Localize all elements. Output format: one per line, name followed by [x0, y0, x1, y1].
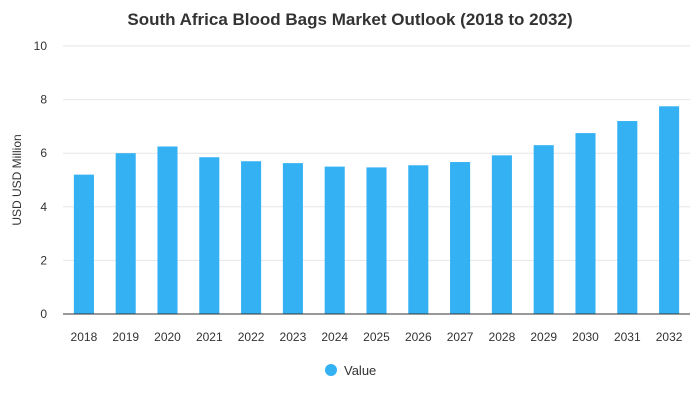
x-tick-label: 2030 — [572, 330, 599, 344]
y-tick-label: 10 — [34, 39, 48, 53]
bar[interactable] — [241, 161, 262, 314]
bar[interactable] — [491, 155, 512, 314]
x-tick-label: 2024 — [321, 330, 348, 344]
x-tick-label: 2028 — [489, 330, 516, 344]
bar[interactable] — [575, 133, 596, 314]
x-tick-label: 2019 — [112, 330, 139, 344]
bar[interactable] — [450, 162, 471, 314]
bar[interactable] — [282, 163, 303, 314]
bar[interactable] — [366, 167, 387, 314]
x-axis: 2018 2019 2020 2021 2022 2023 2024 2025 2026 2027… — [63, 313, 690, 344]
bar[interactable] — [408, 165, 429, 314]
bar[interactable] — [324, 166, 345, 314]
x-tick-label: 2026 — [405, 330, 432, 344]
x-tick-label: 2029 — [530, 330, 557, 344]
x-tick-label: 2021 — [196, 330, 223, 344]
x-tick-label: 2025 — [363, 330, 390, 344]
y-tick-label: 6 — [40, 146, 47, 160]
x-tick-label: 2031 — [614, 330, 641, 344]
x-tick-label: 2018 — [71, 330, 98, 344]
bar[interactable] — [157, 146, 178, 315]
bar[interactable] — [617, 121, 638, 314]
x-tick-label: 2023 — [280, 330, 307, 344]
x-tick-label: 2022 — [238, 330, 265, 344]
y-tick-label: 8 — [40, 93, 47, 107]
legend[interactable]: Value — [325, 363, 376, 378]
legend-marker-icon — [325, 364, 337, 376]
y-axis: 0 2 4 6 8 10 — [34, 39, 48, 321]
bar[interactable] — [533, 145, 554, 314]
bar[interactable] — [199, 157, 220, 314]
bar[interactable] — [659, 106, 680, 314]
y-tick-label: 0 — [40, 307, 47, 321]
chart-title: South Africa Blood Bags Market Outlook (… — [127, 10, 572, 29]
x-tick-label: 2020 — [154, 330, 181, 344]
legend-label: Value — [344, 363, 376, 378]
y-axis-label: USD USD Million — [10, 134, 24, 225]
bar[interactable] — [115, 153, 136, 314]
y-tick-label: 4 — [40, 200, 47, 214]
x-tick-label: 2027 — [447, 330, 474, 344]
x-tick-label: 2032 — [656, 330, 683, 344]
bars — [73, 106, 680, 315]
y-tick-label: 2 — [40, 253, 47, 267]
bar[interactable] — [73, 174, 94, 314]
